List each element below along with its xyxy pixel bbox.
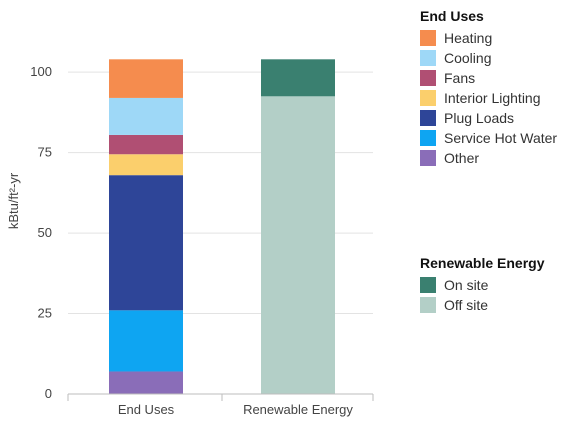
legend-swatch [420,130,436,146]
legend-label: Interior Lighting [444,90,541,106]
y-tick-label: 100 [30,64,52,79]
bar-segment-other [109,371,183,394]
legend-label: Heating [444,30,493,46]
bar-segment-on-site [261,59,335,97]
bar-segment-heating [109,59,183,98]
legend-item: Other [420,148,557,168]
legend-label: On site [444,277,489,293]
y-tick-label: 25 [38,306,52,321]
legend-item: Service Hot Water [420,128,557,148]
legend-item: Plug Loads [420,108,557,128]
x-tick-labels: End Uses Renewable Energy [118,402,354,417]
legend-end-uses: End Uses Heating Cooling Fans Interior Ligh… [420,8,557,168]
legend-swatch [420,110,436,126]
y-tick-label: 0 [45,386,52,401]
legend-label: Other [444,150,480,166]
legend-label: Fans [444,70,476,86]
legend-renewable-energy: Renewable Energy On site Off site [420,255,545,315]
x-tick-label: End Uses [118,402,175,417]
legend-label: Cooling [444,50,492,66]
legend-item: Off site [420,295,545,315]
y-tick-label: 50 [38,225,52,240]
bars [109,59,335,395]
legend-item: Fans [420,68,557,88]
legend-swatch [420,277,436,293]
y-tick-label: 75 [38,145,52,160]
bar-segment-cooling [109,97,183,135]
legend-item: On site [420,275,545,295]
legend-items: On site Off site [420,275,545,315]
bar-segment-interior-lighting [109,154,183,176]
legend-item: Interior Lighting [420,88,557,108]
legend-title: Renewable Energy [420,255,545,271]
legend-item: Heating [420,28,557,48]
legend-label: Plug Loads [444,110,515,126]
legend-swatch [420,70,436,86]
legend-swatch [420,90,436,106]
y-axis-label: kBtu/ft²-yr [6,172,21,229]
bar-segment-service-hot-water [109,310,183,372]
legend-title: End Uses [420,8,484,24]
x-tick-label: Renewable Energy [243,402,353,417]
bar-segment-plug-loads [109,175,183,311]
axes [67,393,374,401]
y-tick-labels: 0 25 50 75 100 [30,64,52,401]
legend-label: Service Hot Water [444,130,558,146]
bar-segment-off-site [261,96,335,395]
legend-items: Heating Cooling Fans Interior Lighting Plug … [420,28,557,168]
legend-label: Off site [444,297,489,313]
legend-swatch [420,297,436,313]
legend-item: Cooling [420,48,557,68]
legend-swatch [420,50,436,66]
legend-swatch [420,150,436,166]
legend-swatch [420,30,436,46]
bar-segment-fans [109,134,183,155]
